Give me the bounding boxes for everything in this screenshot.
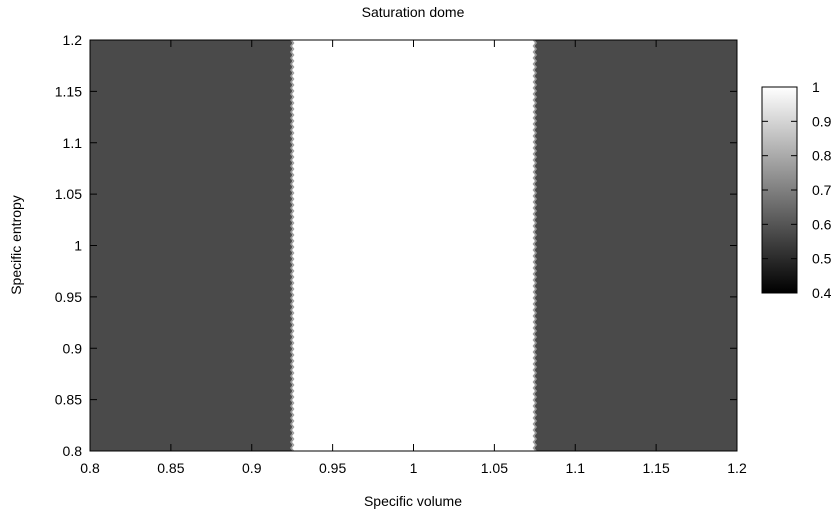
saturation-boundaries [289, 39, 538, 452]
y-tick-label: 1.05 [55, 186, 82, 202]
colorbar-tick-label: 1 [812, 79, 820, 95]
x-tick-label: 1 [410, 460, 418, 476]
colorbar-ticks: 1 0.9 0.8 0.7 0.6 0.5 0.4 [762, 79, 832, 301]
x-tick-label: 0.85 [157, 460, 184, 476]
colorbar-tick-label: 0.6 [812, 216, 832, 232]
x-tick-label: 1.15 [643, 460, 670, 476]
y-tick-label: 1 [74, 238, 82, 254]
colorbar-tick-label: 0.8 [812, 148, 832, 164]
x-tick-label: 1.05 [481, 460, 508, 476]
y-tick-label: 1.1 [63, 135, 83, 151]
saturation-boundary-0 [289, 39, 295, 452]
x-tick-label: 0.8 [80, 460, 100, 476]
heatmap-regions [90, 40, 737, 451]
y-tick-label: 1.15 [55, 83, 82, 99]
colorbar-tick-label: 0.7 [812, 182, 832, 198]
y-tick-label: 0.9 [63, 340, 83, 356]
y-tick-label: 1.2 [63, 32, 83, 48]
y-tick-label: 0.85 [55, 392, 82, 408]
x-axis-ticks: 0.8 0.85 0.9 0.95 1 1.05 1.1 1.15 1.2 [80, 40, 747, 476]
colorbar-tick-label: 0.5 [812, 251, 832, 267]
y-axis-label: Specific entropy [8, 195, 24, 295]
y-axis-ticks: 0.8 0.85 0.9 0.95 1 1.05 1.1 1.15 1.2 [55, 32, 737, 459]
x-axis-label: Specific volume [364, 493, 462, 509]
y-tick-label: 0.95 [55, 289, 82, 305]
heatmap-region-2 [534, 40, 737, 451]
y-tick-label: 0.8 [63, 443, 83, 459]
colorbar-tick-label: 0.4 [812, 285, 832, 301]
heatmap-region-0 [90, 40, 293, 451]
colorbar-tick-label: 0.9 [812, 113, 832, 129]
chart-title: Saturation dome [362, 4, 465, 20]
saturation-boundary-1 [532, 39, 538, 452]
heatmap-region-1 [292, 40, 535, 451]
x-tick-label: 1.2 [727, 460, 747, 476]
x-tick-label: 0.95 [319, 460, 346, 476]
x-tick-label: 0.9 [242, 460, 262, 476]
x-tick-label: 1.1 [566, 460, 586, 476]
